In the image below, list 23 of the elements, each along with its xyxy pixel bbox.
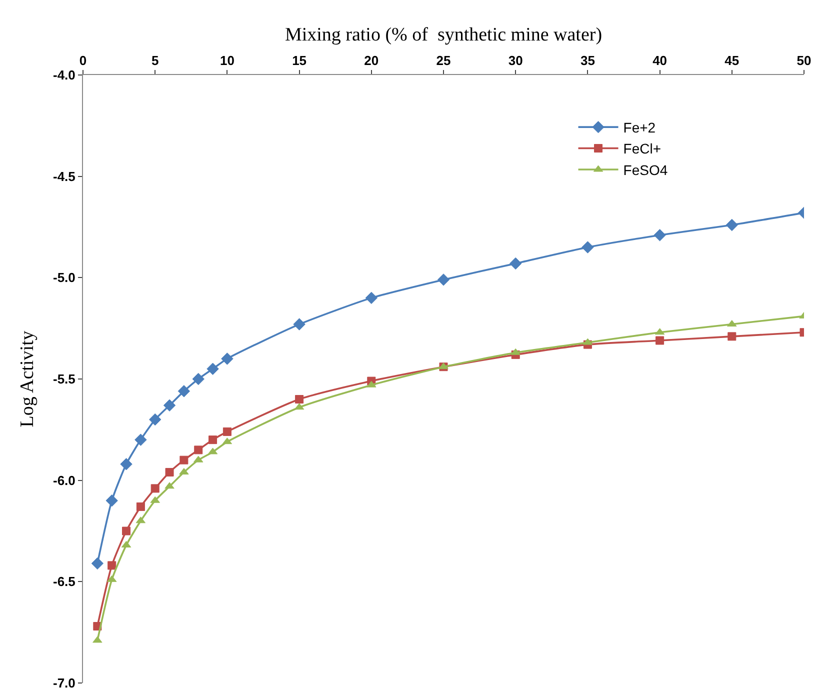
legend-label: FeSO4 — [623, 162, 668, 178]
x-tick-label: 10 — [220, 52, 234, 68]
x-tick-label: 45 — [724, 52, 740, 68]
x-tick-label: 30 — [508, 52, 523, 68]
y-tick-label: -4.0 — [52, 68, 76, 83]
legend-label: FeCl+ — [623, 140, 662, 157]
y-tick-label: -7.0 — [52, 676, 76, 691]
x-tick-label: 40 — [652, 52, 668, 68]
y-tick-label: -5.0 — [52, 270, 76, 286]
y-tick-label: -5.5 — [52, 372, 76, 387]
y-axis-title: Log Activity — [16, 330, 38, 428]
x-tick-label: 35 — [580, 52, 595, 68]
y-tick-label: -6.0 — [52, 472, 76, 488]
y-tick-label: -4.5 — [52, 168, 76, 184]
x-tick-label: 25 — [436, 52, 451, 68]
x-tick-label: 20 — [364, 52, 379, 68]
x-tick-label: 50 — [796, 52, 812, 68]
x-tick-label: 15 — [292, 52, 307, 68]
legend-label: Fe+2 — [623, 120, 656, 136]
x-tick-label: 0 — [79, 52, 87, 68]
y-tick-label: -6.5 — [52, 574, 76, 590]
x-tick-label: 5 — [151, 52, 159, 68]
x-axis-title: Mixing ratio (% of synthetic mine water) — [284, 24, 602, 46]
